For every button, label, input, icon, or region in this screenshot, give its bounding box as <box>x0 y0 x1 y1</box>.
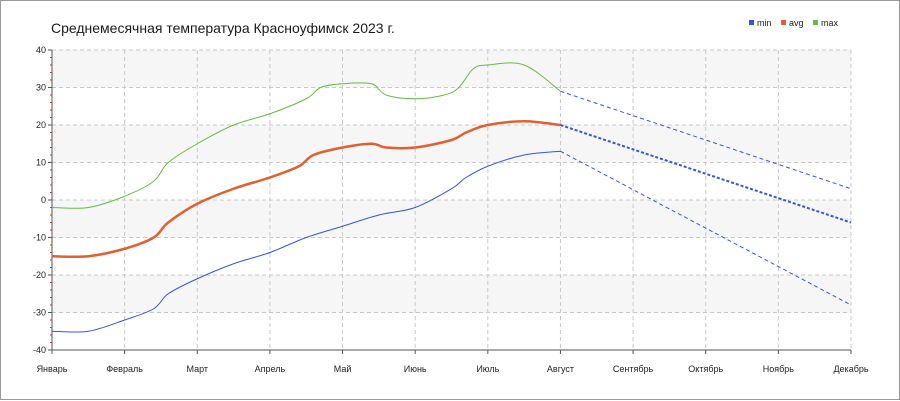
legend-swatch-avg <box>781 20 786 25</box>
y-tick-label: 40 <box>36 45 46 55</box>
y-tick-label: -10 <box>33 233 46 243</box>
x-tick-label: Август <box>547 364 574 374</box>
plot-band <box>52 200 851 238</box>
y-tick-label: -20 <box>33 270 46 280</box>
series-line-min <box>51 150 561 333</box>
x-tick-label: Февраль <box>106 364 143 374</box>
series-line-avg <box>51 120 561 259</box>
x-tick-label: Март <box>186 364 208 374</box>
forecast-line-max <box>560 90 852 190</box>
x-tick-label: Декабрь <box>833 364 868 374</box>
plot-band <box>52 125 851 163</box>
x-tick-label: Май <box>334 364 352 374</box>
y-tick-label: 10 <box>36 158 46 168</box>
legend-label-avg: avg <box>789 18 804 28</box>
x-tick-label: Апрель <box>255 364 286 374</box>
y-tick-label: -40 <box>33 345 46 355</box>
x-tick-label: Июль <box>476 364 499 374</box>
legend-label-min: min <box>757 18 772 28</box>
forecast-line-avg <box>560 124 852 224</box>
legend-swatch-max <box>813 20 818 25</box>
y-tick-label: 0 <box>41 195 46 205</box>
series-line-max <box>51 62 561 209</box>
y-tick-label: 20 <box>36 120 46 130</box>
x-tick-label: Октябрь <box>688 364 723 374</box>
plot-band <box>52 275 851 313</box>
plot-band <box>52 50 851 88</box>
x-tick-label: Сентябрь <box>613 364 654 374</box>
chart-title: Среднемесячная температура Красноуфимск … <box>51 20 395 36</box>
forecast-line-min <box>560 150 852 306</box>
x-tick-label: Июнь <box>404 364 427 374</box>
y-tick-label: 30 <box>36 83 46 93</box>
x-tick-label: Ноябрь <box>763 364 795 374</box>
x-tick-label: Январь <box>37 364 68 374</box>
legend-swatch-min <box>749 20 754 25</box>
legend-label-max: max <box>821 18 839 28</box>
y-tick-label: -30 <box>33 308 46 318</box>
